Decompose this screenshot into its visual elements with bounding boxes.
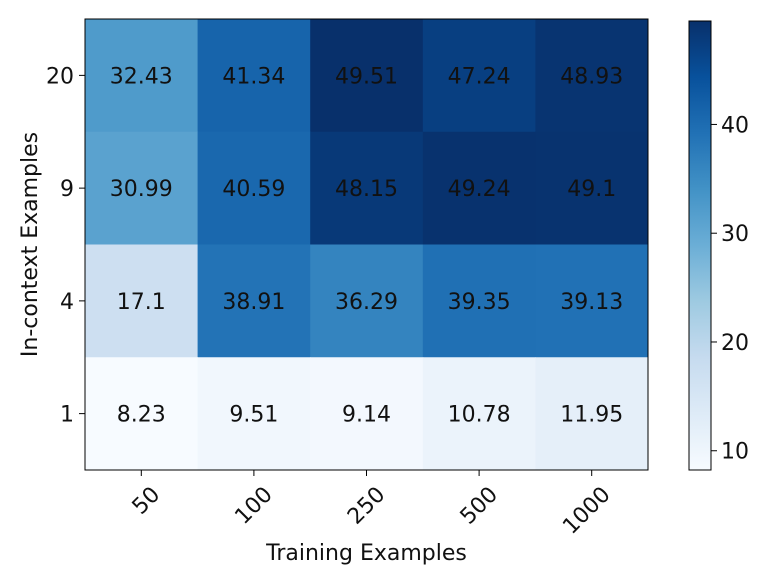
- heatmap-cell: [310, 357, 424, 471]
- cell-value-label: 9.14: [342, 403, 391, 428]
- colorbar-ticks: 10 20 30 40: [711, 113, 749, 465]
- heatmap-cell: [422, 19, 536, 133]
- heatmap-cell: [535, 244, 649, 358]
- heatmap-cell: [85, 357, 199, 471]
- colorbar-tick-label: 10: [721, 440, 749, 465]
- x-axis-ticks: 50 100 250 500 1000: [128, 470, 616, 540]
- cell-value-label: 48.93: [560, 64, 623, 89]
- y-tick-label: 1: [60, 403, 74, 428]
- x-tick-label: 50: [128, 482, 165, 519]
- x-tick-label: 100: [230, 482, 277, 529]
- y-tick-label: 9: [60, 177, 74, 202]
- heatmap-cell: [422, 131, 536, 245]
- cell-value-label: 36.29: [335, 290, 398, 315]
- cell-value-label: 17.1: [117, 290, 166, 315]
- x-axis-label: Training Examples: [265, 541, 467, 566]
- heatmap-cell: [535, 131, 649, 245]
- colorbar-tick-label: 20: [721, 331, 749, 356]
- cell-value-label: 49.24: [448, 177, 511, 202]
- cell-value-label: 48.15: [335, 177, 398, 202]
- cell-value-label: 39.35: [448, 290, 511, 315]
- cell-value-label: 47.24: [448, 64, 511, 89]
- cell-value-label: 49.51: [335, 64, 398, 89]
- heatmap-cell: [85, 19, 199, 133]
- cell-value-label: 39.13: [560, 290, 623, 315]
- y-axis-ticks: 20 9 4 1: [46, 64, 85, 428]
- cell-value-label: 32.43: [110, 64, 173, 89]
- cell-value-label: 11.95: [560, 403, 623, 428]
- y-tick-label: 4: [60, 290, 74, 315]
- cell-value-label: 30.99: [110, 177, 173, 202]
- cell-value-label: 38.91: [222, 290, 285, 315]
- heatmap-cell: [197, 131, 311, 245]
- y-tick-label: 20: [46, 64, 74, 89]
- cell-value-label: 10.78: [448, 403, 511, 428]
- heatmap-cell-labels: 32.43 41.34 49.51 47.24 48.93 30.99 40.59 48.15…: [110, 64, 623, 427]
- cell-value-label: 41.34: [222, 64, 285, 89]
- heatmap-cell: [197, 244, 311, 358]
- x-tick-label: 500: [456, 482, 503, 529]
- heatmap-cells: [85, 19, 649, 471]
- heatmap-cell: [85, 244, 199, 358]
- colorbar: [688, 20, 712, 471]
- heatmap-cell: [310, 244, 424, 358]
- x-tick-label: 1000: [558, 482, 615, 539]
- heatmap-cell: [310, 131, 424, 245]
- heatmap-cell: [197, 357, 311, 471]
- cell-value-label: 9.51: [229, 403, 278, 428]
- colorbar-tick-label: 30: [721, 222, 749, 247]
- heatmap-cell: [310, 19, 424, 133]
- cell-value-label: 49.1: [567, 177, 616, 202]
- heatmap-cell: [422, 357, 536, 471]
- y-axis-label: In-context Examples: [18, 132, 43, 357]
- heatmap-cell: [85, 131, 199, 245]
- heatmap-cell: [535, 357, 649, 471]
- colorbar-tick-label: 40: [721, 113, 749, 138]
- cell-value-label: 8.23: [117, 403, 166, 428]
- cell-value-label: 40.59: [222, 177, 285, 202]
- heatmap-cell: [197, 19, 311, 133]
- x-tick-label: 250: [343, 482, 390, 529]
- heatmap-cell: [422, 244, 536, 358]
- heatmap-cell: [535, 19, 649, 133]
